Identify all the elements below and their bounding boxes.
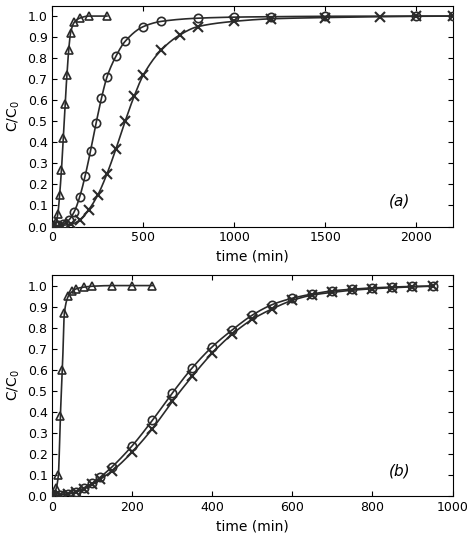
X-axis label: time (min): time (min) (216, 250, 289, 264)
Text: (a): (a) (389, 194, 410, 209)
Y-axis label: C/C$_0$: C/C$_0$ (6, 100, 22, 132)
Text: (b): (b) (389, 464, 410, 478)
X-axis label: time (min): time (min) (216, 520, 289, 534)
Y-axis label: C/C$_0$: C/C$_0$ (6, 370, 22, 402)
